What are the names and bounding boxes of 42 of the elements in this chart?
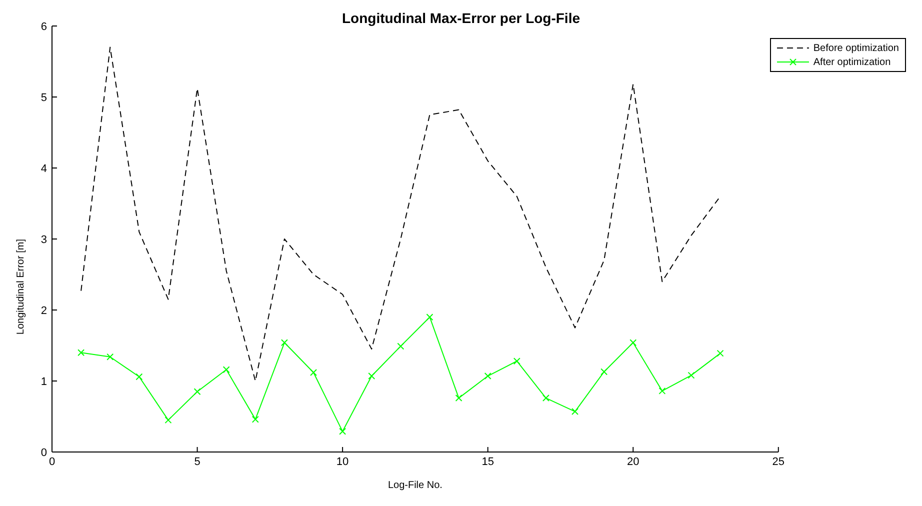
point (78, 349, 85, 356)
line-series (80, 46, 721, 382)
y-tick-label: 6 (40, 20, 47, 33)
legend-label: Before optimization (813, 42, 899, 54)
point (513, 358, 520, 365)
y-axis-title: Longitudinal Error [m] (16, 238, 27, 335)
point (164, 416, 172, 424)
y-tick-label: 2 (40, 304, 47, 317)
y-tick-label: 4 (40, 162, 47, 175)
point (484, 372, 492, 380)
point (426, 314, 434, 321)
point (106, 353, 114, 360)
chart-title: Longitudinal Max-Error per Log-File (342, 10, 580, 26)
y-tick-label: 3 (40, 234, 47, 246)
point (658, 387, 666, 394)
point (368, 372, 376, 380)
y-tick-label: 1 (40, 376, 47, 388)
point (455, 394, 462, 402)
x-tick-label: 15 (482, 456, 494, 468)
point (600, 368, 608, 376)
point (397, 342, 404, 350)
y-tick-label: 5 (40, 92, 47, 104)
x-axis-title: Log-File No. (388, 480, 442, 491)
x-tick-label: 0 (48, 456, 56, 468)
point (136, 373, 143, 380)
point (572, 408, 578, 416)
point (716, 350, 724, 357)
point (280, 339, 288, 346)
point (222, 366, 230, 374)
x-tick-label: 25 (772, 456, 785, 468)
x-tick-label: 5 (194, 456, 200, 468)
point (252, 416, 259, 423)
x-tick-label: 10 (336, 456, 349, 468)
y-tick-label: 0 (40, 446, 47, 459)
x-tick-label: 20 (626, 456, 640, 468)
point (310, 368, 317, 376)
point (688, 372, 695, 379)
point (194, 388, 201, 396)
point (630, 339, 637, 346)
point (339, 428, 346, 435)
point (542, 394, 550, 402)
legend-label: After optimization (813, 56, 891, 68)
